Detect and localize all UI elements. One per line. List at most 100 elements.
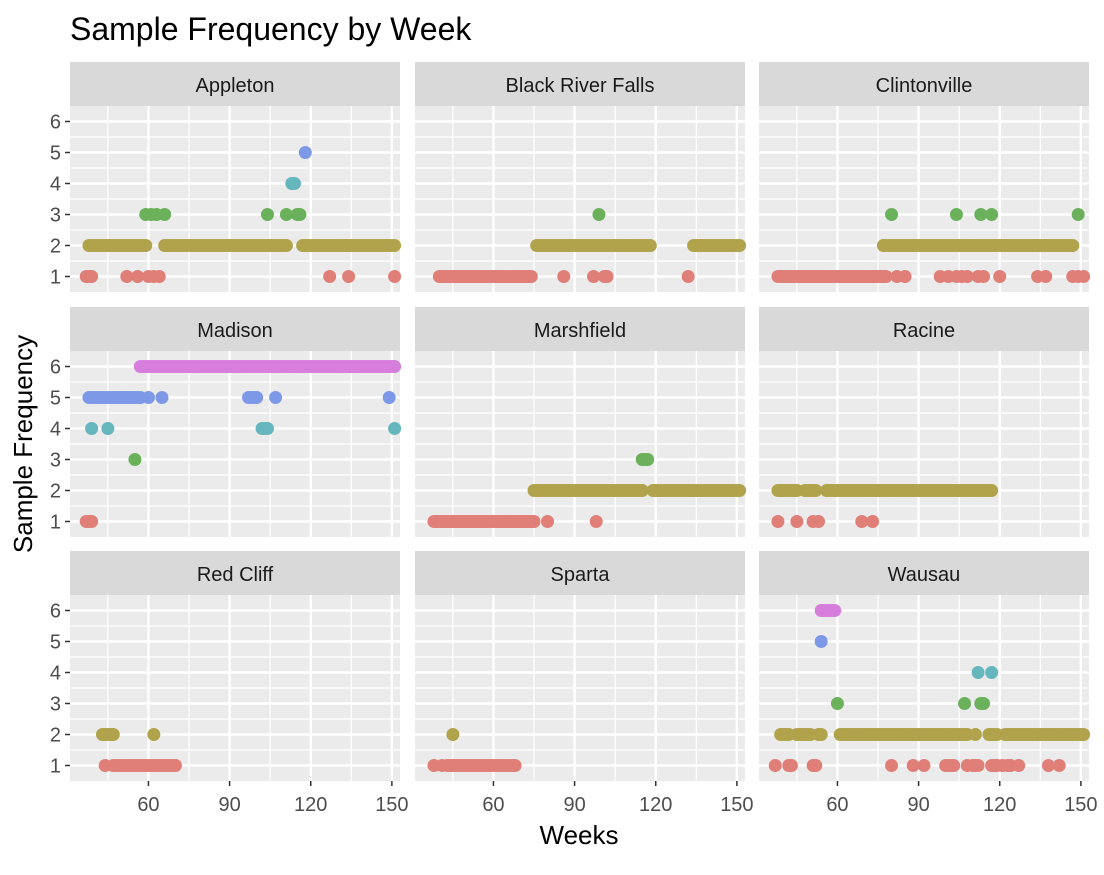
data-point bbox=[971, 759, 985, 772]
data-point bbox=[152, 270, 166, 283]
data-point bbox=[960, 270, 974, 283]
facet-strip bbox=[415, 307, 745, 351]
data-point bbox=[269, 391, 283, 404]
data-point bbox=[733, 484, 747, 497]
y-tick-label: 1 bbox=[50, 756, 61, 778]
data-point bbox=[446, 728, 460, 741]
data-point bbox=[1066, 239, 1080, 252]
data-point bbox=[1012, 759, 1026, 772]
data-point bbox=[293, 208, 307, 221]
data-point bbox=[85, 515, 99, 528]
data-point bbox=[557, 270, 571, 283]
data-point bbox=[947, 759, 961, 772]
data-point bbox=[771, 515, 785, 528]
data-point bbox=[260, 208, 274, 221]
x-tick-label: 90 bbox=[907, 794, 929, 816]
data-point bbox=[388, 422, 402, 435]
data-point bbox=[879, 270, 893, 283]
data-point bbox=[106, 728, 120, 741]
y-tick-label: 4 bbox=[50, 663, 61, 685]
data-point bbox=[589, 515, 603, 528]
data-point bbox=[250, 391, 264, 404]
data-point bbox=[155, 391, 169, 404]
y-tick-label: 3 bbox=[50, 205, 61, 227]
data-point bbox=[1041, 759, 1055, 772]
facet-strip-label: Wausau bbox=[888, 564, 961, 586]
data-point bbox=[968, 728, 982, 741]
data-point bbox=[131, 270, 145, 283]
facet-panel: Wausau 60 90 120 150 bbox=[759, 551, 1098, 816]
facet-strip bbox=[759, 62, 1089, 106]
facet-panel: Sparta 60 90 120 150 bbox=[415, 551, 754, 816]
data-point bbox=[388, 239, 402, 252]
data-point bbox=[949, 208, 963, 221]
data-point bbox=[158, 208, 172, 221]
data-point bbox=[342, 270, 356, 283]
data-point bbox=[587, 270, 601, 283]
facet-strip-label: Black River Falls bbox=[506, 75, 655, 97]
data-point bbox=[85, 422, 99, 435]
x-axis-title: Weeks bbox=[540, 820, 619, 850]
data-point bbox=[828, 604, 842, 617]
data-point bbox=[527, 515, 541, 528]
data-point bbox=[866, 515, 880, 528]
data-point bbox=[279, 208, 293, 221]
data-point bbox=[1039, 270, 1053, 283]
data-point bbox=[1071, 208, 1085, 221]
data-point bbox=[388, 270, 402, 283]
facet-panel: Racine bbox=[759, 307, 1089, 537]
data-point bbox=[993, 270, 1007, 283]
data-point bbox=[288, 177, 302, 190]
x-tick-label: 90 bbox=[563, 794, 585, 816]
data-point bbox=[809, 484, 823, 497]
data-point bbox=[323, 270, 337, 283]
data-point bbox=[768, 759, 782, 772]
facet-panel: Red Cliff 1 2 3 4 5 6 60 90 120 150 bbox=[50, 551, 409, 816]
data-point bbox=[733, 239, 747, 252]
facet-strip-label: Clintonville bbox=[876, 75, 973, 97]
data-point bbox=[977, 270, 991, 283]
facet-strip-label: Appleton bbox=[196, 75, 275, 97]
y-tick-label: 2 bbox=[50, 236, 61, 258]
y-tick-label: 5 bbox=[50, 388, 61, 410]
data-point bbox=[168, 759, 182, 772]
facet-panels: Appleton 1 2 3 4 5 6 Black River Falls Clintonvi… bbox=[50, 62, 1098, 816]
data-point bbox=[298, 146, 312, 159]
x-tick-label: 150 bbox=[720, 794, 753, 816]
data-point bbox=[906, 759, 920, 772]
data-point bbox=[641, 453, 655, 466]
facet-panel: Marshfield bbox=[415, 307, 747, 537]
x-tick-label: 60 bbox=[826, 794, 848, 816]
data-point bbox=[814, 728, 828, 741]
data-point bbox=[812, 515, 826, 528]
y-tick-label: 6 bbox=[50, 112, 61, 134]
y-tick-label: 1 bbox=[50, 512, 61, 534]
y-tick-label: 6 bbox=[50, 357, 61, 379]
data-point bbox=[592, 208, 606, 221]
data-point bbox=[809, 759, 823, 772]
x-tick-label: 150 bbox=[375, 794, 408, 816]
x-tick-label: 120 bbox=[294, 794, 327, 816]
data-point bbox=[643, 239, 657, 252]
data-point bbox=[141, 391, 155, 404]
data-point bbox=[382, 391, 396, 404]
x-tick-label: 90 bbox=[218, 794, 240, 816]
data-point bbox=[600, 270, 614, 283]
y-tick-label: 4 bbox=[50, 174, 61, 196]
data-point bbox=[985, 208, 999, 221]
x-tick-label: 60 bbox=[137, 794, 159, 816]
facet-panel: Black River Falls bbox=[415, 62, 747, 292]
y-axis-title: Sample Frequency bbox=[8, 335, 38, 553]
x-tick-label: 150 bbox=[1064, 794, 1097, 816]
facet-strip bbox=[415, 551, 745, 595]
facet-strip bbox=[759, 307, 1089, 351]
facet-strip bbox=[415, 62, 745, 106]
data-point bbox=[260, 422, 274, 435]
data-point bbox=[974, 208, 988, 221]
data-point bbox=[388, 360, 402, 373]
data-point bbox=[855, 515, 869, 528]
data-point bbox=[85, 270, 99, 283]
facet-panel: Appleton 1 2 3 4 5 6 bbox=[50, 62, 402, 292]
facet-strip-label: Red Cliff bbox=[197, 564, 274, 586]
